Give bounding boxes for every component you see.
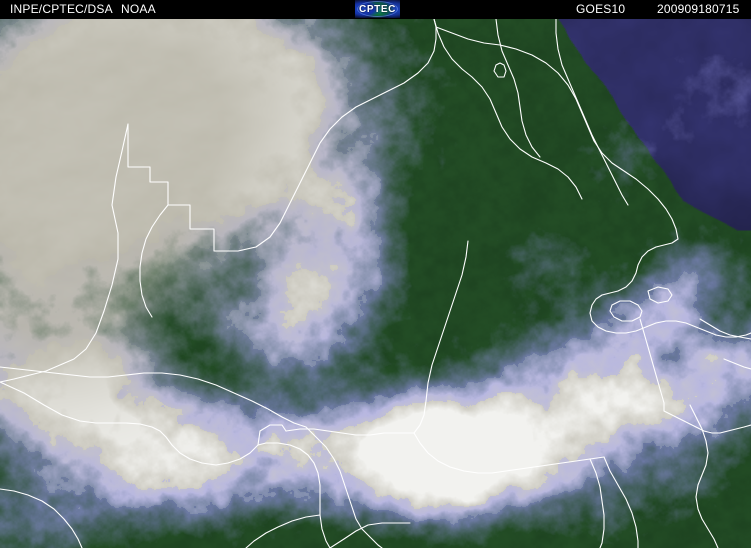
satellite-family-label: NOAA: [121, 2, 156, 16]
satellite-imagery-canvas: [0, 19, 751, 548]
cptec-logo-ring: [357, 1, 398, 17]
agency-label: INPE/CPTEC/DSA: [10, 2, 113, 16]
satellite-imagery-panel: [0, 19, 751, 548]
cptec-logo-label: CPTEC: [359, 3, 396, 15]
cptec-logo-icon: CPTEC: [355, 0, 400, 18]
timestamp-label: 200909180715: [657, 2, 740, 16]
satellite-id-label: GOES10: [576, 2, 626, 16]
image-header-bar: INPE/CPTEC/DSA NOAA CPTEC GOES10 2009091…: [0, 0, 751, 19]
